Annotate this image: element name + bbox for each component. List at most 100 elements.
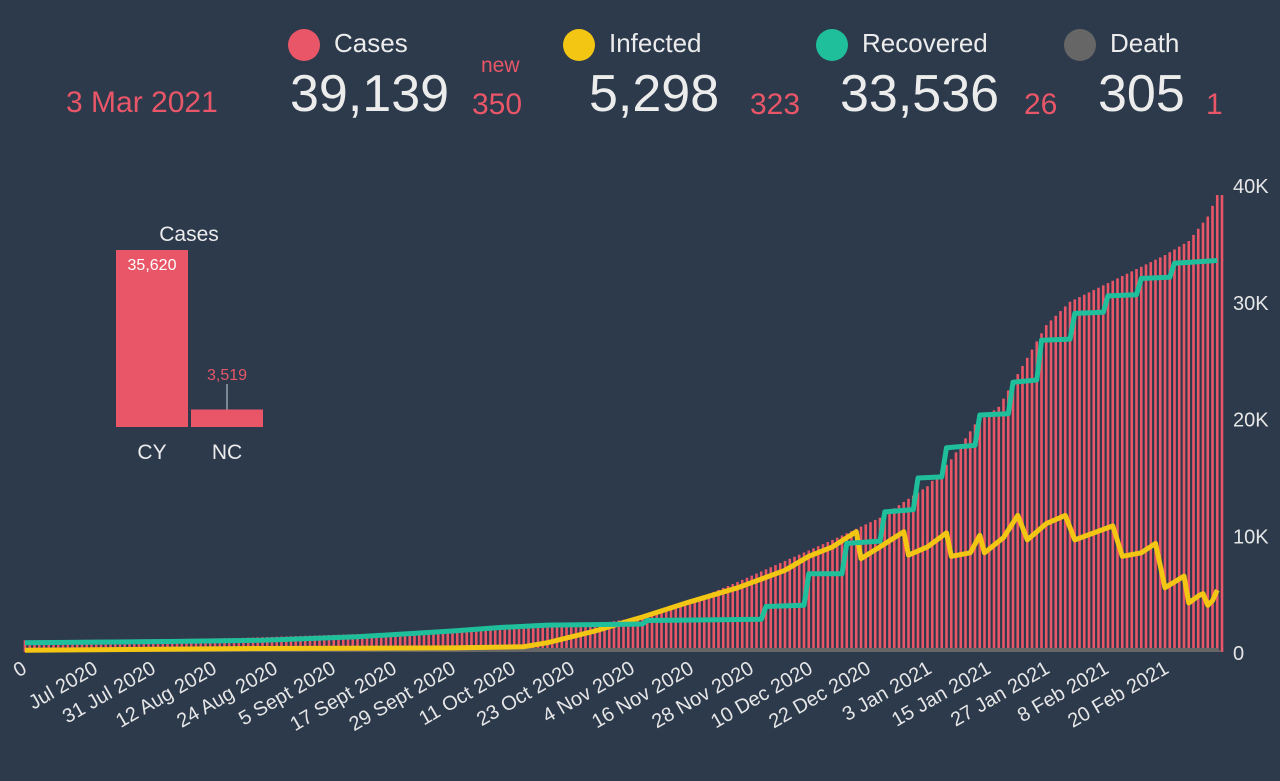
cases-bar (631, 618, 635, 652)
cases-bar (1158, 257, 1162, 652)
cases-bar (812, 548, 815, 652)
cases-bar (736, 581, 739, 652)
cases-bar (1154, 259, 1157, 652)
cases-bar (142, 639, 146, 652)
cases-bar (660, 610, 663, 652)
cases-bar (1044, 325, 1048, 652)
death-header: Death (1064, 28, 1180, 62)
cases-bar (1168, 252, 1172, 652)
death-new: 1 (1206, 88, 1223, 121)
cases-bar (394, 632, 397, 652)
cases-bar (213, 638, 217, 652)
cases-bar (1087, 292, 1091, 652)
report-date: 3 Mar 2021 (66, 86, 218, 119)
cases-bar (180, 638, 184, 652)
cases-bar (940, 470, 944, 652)
y-tick-label: 20K (1233, 410, 1269, 432)
cases-bar (113, 639, 117, 652)
cases-bar (341, 634, 345, 652)
cases-bar (626, 619, 630, 652)
cases-bar (869, 522, 872, 652)
cases-bar (522, 628, 526, 652)
cases-bar (1078, 297, 1081, 652)
infected-new: 323 (750, 88, 801, 121)
death-label: Death (1110, 28, 1180, 58)
cases-bar (199, 638, 203, 652)
cases-bar (170, 639, 174, 652)
cases-bar (398, 632, 402, 652)
cases-bar (441, 631, 445, 652)
region-bar-nc (191, 409, 263, 427)
cases-bar (33, 640, 36, 652)
cases-bar (816, 546, 820, 652)
cases-bar (916, 492, 920, 652)
cases-bar (897, 505, 901, 652)
cases-bar (655, 612, 659, 652)
cases-bar (42, 640, 46, 652)
cases-bar (123, 639, 127, 652)
cases-total: 39,139 (290, 65, 450, 123)
cases-bar (52, 640, 55, 652)
cases-bar (436, 631, 440, 652)
cases-bar (256, 637, 260, 652)
cases-bar (707, 593, 711, 652)
cases-bar (275, 636, 279, 652)
recovered-new: 26 (1024, 88, 1058, 121)
cases-bar (379, 633, 383, 652)
death-total: 305 (1098, 65, 1185, 123)
cases-bar (973, 424, 977, 652)
cases-bar (669, 607, 673, 652)
cases-bar (935, 475, 939, 652)
cases-bar (479, 630, 483, 652)
cases-bar (80, 639, 84, 652)
y-tick-label: 40K (1233, 176, 1269, 198)
cases-bar (641, 616, 644, 652)
cases-bar (251, 637, 255, 652)
cases-bar (517, 628, 521, 652)
cases-bar (1059, 311, 1062, 652)
cases-bar (132, 639, 136, 652)
cases-bar (740, 579, 744, 652)
cases-bar (1144, 264, 1148, 652)
y-tick-label: 30K (1233, 293, 1269, 315)
recovered-legend-dot-icon (816, 29, 848, 62)
cases-bar (835, 537, 839, 652)
cases-bar (508, 629, 511, 652)
y-tick-label: 0 (1233, 643, 1244, 665)
cases-bar (693, 599, 697, 652)
cases-bar (94, 639, 98, 652)
cases-bar (755, 573, 758, 652)
cases-bar (1120, 276, 1124, 652)
cases-bar (455, 630, 459, 652)
cases-bar (1196, 228, 1200, 652)
cases-bar (384, 633, 388, 652)
cases-bar (118, 639, 122, 652)
cases-bar (208, 638, 212, 652)
cases-bar (683, 603, 687, 652)
cases-bar (147, 639, 150, 652)
cases-bar (189, 638, 193, 652)
cases-bar (1049, 320, 1053, 652)
cases-bar (574, 625, 578, 652)
cases-bar (1125, 273, 1129, 652)
cases-bar (579, 624, 583, 652)
cases-bar (90, 639, 93, 652)
cases-bar (1177, 246, 1181, 652)
cases-bar (356, 634, 359, 652)
cases-bar (531, 628, 535, 652)
cases-bar (650, 613, 654, 652)
cases-bar (432, 631, 435, 652)
cases-bar (1116, 278, 1119, 652)
cases-bar (997, 406, 1001, 652)
cases-bar (23, 640, 27, 652)
cases-bar (498, 629, 502, 652)
infected-label: Infected (609, 28, 702, 58)
cases-bar (417, 632, 421, 652)
cases-bar (807, 550, 811, 652)
cases-bar (56, 640, 60, 652)
cases-bar (745, 577, 749, 652)
cases-bar (954, 452, 958, 652)
cases-bar (28, 640, 32, 652)
cases-bar (878, 517, 882, 652)
